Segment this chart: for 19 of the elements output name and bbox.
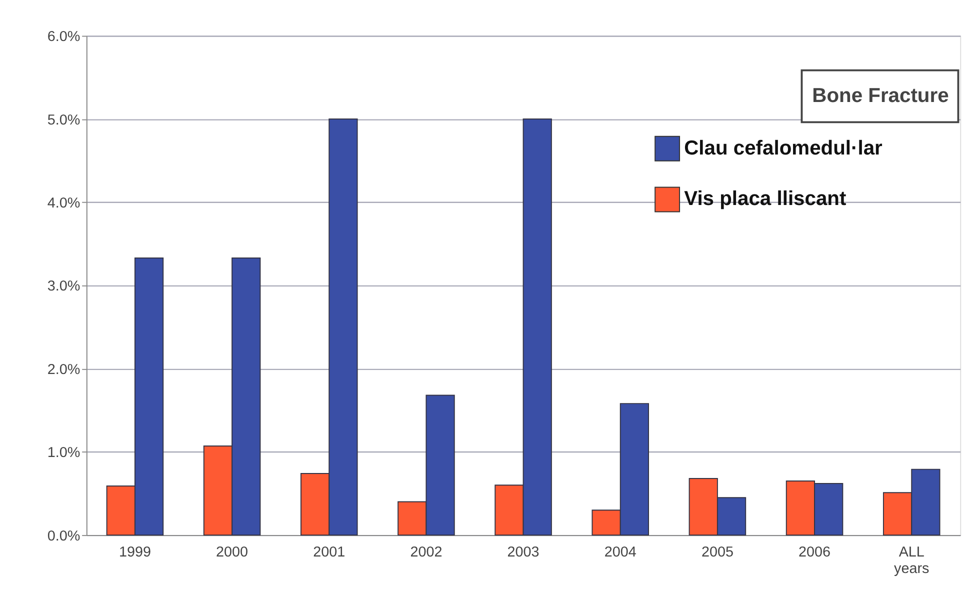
y-tick-label: 1.0% bbox=[47, 445, 80, 462]
x-tick-label: 2002 bbox=[410, 544, 442, 561]
y-tick-label: 6.0% bbox=[47, 29, 80, 46]
legend-label: Clau cefalomedul·lar bbox=[684, 137, 883, 160]
x-tick-label: ALL years bbox=[894, 544, 930, 577]
text: Bone Fracture bbox=[812, 85, 949, 108]
legend-label: Vis placa lliscant bbox=[684, 188, 846, 210]
x-tick-label: 2003 bbox=[507, 544, 540, 561]
x-tick-label: 2004 bbox=[604, 544, 636, 561]
y-tick-label: 4.0% bbox=[47, 195, 80, 212]
y-tick-label: 5.0% bbox=[47, 112, 80, 128]
x-tick-label: 1999 bbox=[118, 544, 151, 561]
x-tick-label: 2000 bbox=[216, 544, 248, 561]
x-tick-label: 2006 bbox=[798, 544, 831, 561]
y-tick-label: 2.0% bbox=[47, 362, 80, 378]
x-tick-label: 2005 bbox=[701, 544, 734, 561]
y-tick-label: 3.0% bbox=[47, 278, 80, 295]
x-tick-label: 2001 bbox=[313, 544, 346, 561]
y-tick-label: 0.0% bbox=[47, 528, 80, 544]
